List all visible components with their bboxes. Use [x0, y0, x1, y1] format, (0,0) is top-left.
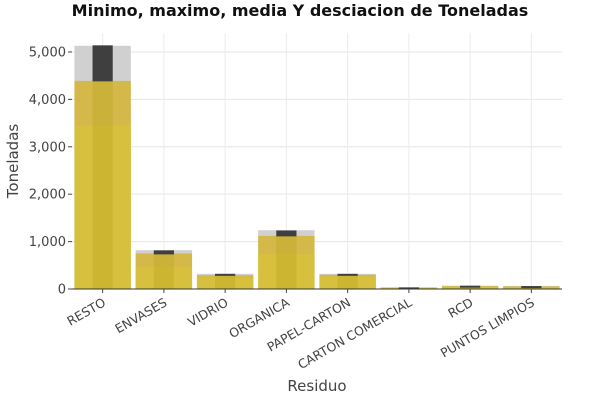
bar-2-organica: [258, 253, 315, 289]
xtick-label: CARTON COMERCIAL: [295, 295, 414, 373]
bar-2-envases: [135, 266, 193, 289]
bar-strip: [337, 274, 358, 289]
xtick-label: RESTO: [64, 295, 108, 329]
bar-2-vidrio: [196, 277, 254, 289]
error-bar: [215, 273, 236, 276]
ytick-label: 2,000: [29, 188, 66, 203]
error-bar: [460, 285, 481, 288]
error-bar: [521, 286, 542, 289]
error-bar: [153, 250, 174, 255]
grid: [72, 33, 562, 290]
bar-strip: [276, 235, 297, 289]
x-axis-title: Residuo: [287, 377, 346, 395]
bar-strip: [92, 80, 113, 289]
error-bar: [398, 287, 419, 290]
bar-strip: [153, 253, 174, 289]
error-bar: [337, 273, 358, 276]
ytick-label: 3,000: [29, 140, 66, 155]
xtick-label: ENVASES: [112, 295, 169, 337]
xtick-label: RCD: [445, 295, 475, 321]
bar-2-papel-carton: [319, 276, 376, 289]
bar-strip: [215, 275, 236, 289]
bars: [74, 45, 560, 290]
xtick-label: VIDRIO: [185, 295, 231, 330]
ytick-label: 0: [58, 283, 66, 298]
error-bar: [92, 45, 113, 82]
axes: [68, 51, 562, 293]
ytick-label: 4,000: [29, 93, 66, 108]
bar-2-rcd: [441, 286, 499, 289]
ytick-label: 1,000: [29, 235, 66, 250]
error-bar: [276, 230, 297, 237]
chart-title: Minimo, maximo, media Y desciacion de To…: [71, 1, 529, 20]
ytick-label: 5,000: [29, 45, 66, 60]
y-axis-title: Toneladas: [4, 124, 22, 200]
bar-2-resto: [74, 125, 131, 289]
